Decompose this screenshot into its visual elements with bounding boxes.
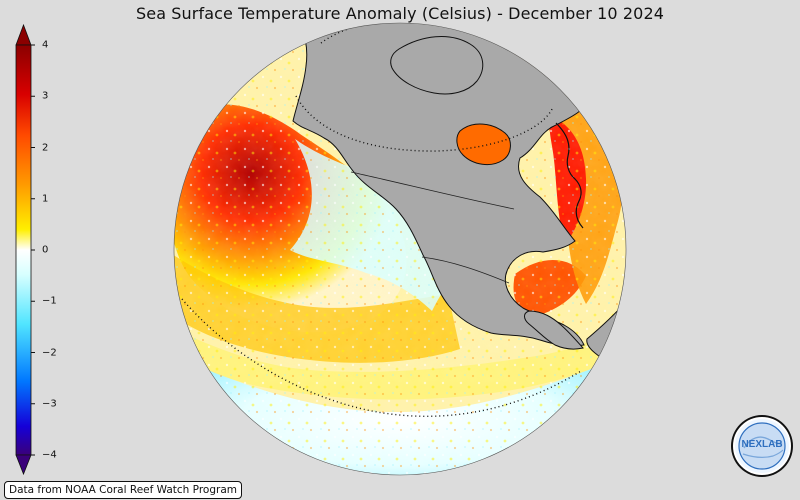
globe-outline bbox=[173, 22, 627, 476]
colorbar-tick-label: 1 bbox=[42, 193, 49, 205]
colorbar-tick-label: −4 bbox=[42, 449, 57, 461]
colorbar-bottom-arrow bbox=[15, 454, 32, 476]
orthographic-globe-map bbox=[173, 22, 627, 476]
colorbar-tick-label: 3 bbox=[42, 90, 49, 102]
colorbar-top-arrow bbox=[15, 23, 32, 46]
greenland-land bbox=[390, 36, 484, 95]
colorbar-tick-label: −3 bbox=[42, 398, 57, 410]
colorbar-tick-label: 0 bbox=[42, 244, 49, 256]
colorbar-ticks bbox=[31, 44, 35, 456]
us-mexico-border bbox=[421, 256, 510, 284]
atlantic-coastline bbox=[555, 122, 584, 229]
us-canada-border bbox=[350, 171, 515, 210]
nexlab-logo-icon: NEXLAB bbox=[731, 415, 793, 477]
logo-text: NEXLAB bbox=[741, 439, 782, 450]
colorbar-tick-label: 2 bbox=[42, 142, 49, 153]
north-america-land bbox=[292, 23, 597, 347]
colorbar-tick-label: −2 bbox=[42, 347, 57, 358]
central-america-land bbox=[524, 310, 584, 350]
figure-title: Sea Surface Temperature Anomaly (Celsius… bbox=[136, 4, 664, 23]
colorbar-tick-label: −1 bbox=[42, 295, 57, 307]
colorbar-tick-label: 4 bbox=[42, 39, 49, 51]
colorbar-scale bbox=[15, 44, 32, 456]
hudson-bay bbox=[456, 123, 511, 166]
data-source-label: Data from NOAA Coral Reef Watch Program bbox=[4, 481, 242, 499]
